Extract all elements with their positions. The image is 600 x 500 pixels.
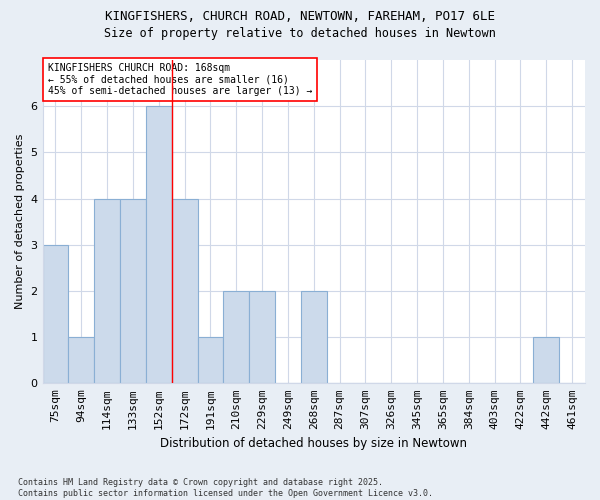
Text: KINGFISHERS CHURCH ROAD: 168sqm
← 55% of detached houses are smaller (16)
45% of: KINGFISHERS CHURCH ROAD: 168sqm ← 55% of… — [48, 63, 313, 96]
Bar — [94, 198, 120, 384]
X-axis label: Distribution of detached houses by size in Newtown: Distribution of detached houses by size … — [160, 437, 467, 450]
Text: Size of property relative to detached houses in Newtown: Size of property relative to detached ho… — [104, 28, 496, 40]
Bar — [43, 244, 68, 384]
Bar — [197, 337, 223, 384]
Bar — [172, 198, 197, 384]
Text: Contains HM Land Registry data © Crown copyright and database right 2025.
Contai: Contains HM Land Registry data © Crown c… — [18, 478, 433, 498]
Bar — [223, 291, 249, 384]
Bar — [146, 106, 172, 384]
Bar — [301, 291, 326, 384]
Bar — [68, 337, 94, 384]
Bar — [249, 291, 275, 384]
Bar — [533, 337, 559, 384]
Bar — [120, 198, 146, 384]
Text: KINGFISHERS, CHURCH ROAD, NEWTOWN, FAREHAM, PO17 6LE: KINGFISHERS, CHURCH ROAD, NEWTOWN, FAREH… — [105, 10, 495, 23]
Y-axis label: Number of detached properties: Number of detached properties — [15, 134, 25, 310]
